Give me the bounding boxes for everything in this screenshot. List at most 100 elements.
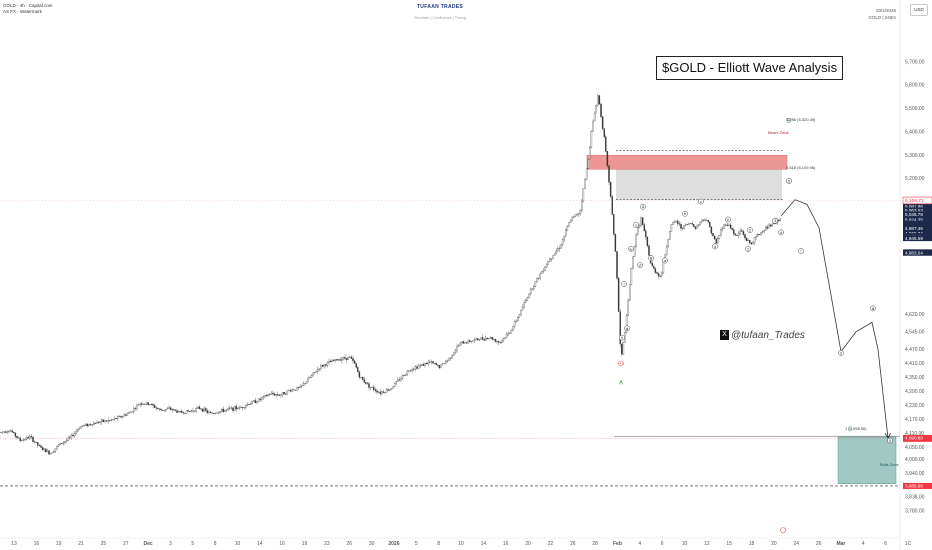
candle (104, 419, 106, 424)
candle-body (729, 224, 732, 229)
candle (566, 224, 569, 232)
candle (760, 231, 762, 236)
candle (19, 436, 21, 443)
candle-body (104, 420, 106, 422)
candle (387, 387, 389, 392)
candle-body (328, 361, 330, 363)
currency-button[interactable]: USD (910, 4, 928, 16)
candle (456, 343, 458, 353)
candle-body (720, 229, 722, 236)
candle (185, 410, 188, 414)
candle-body (259, 398, 261, 400)
candle (441, 362, 444, 366)
wave-label-text: iv (630, 247, 633, 251)
wave-label: 5 (786, 178, 792, 184)
x-axis[interactable]: 13 16 19 21 25 27 Dec 3 5 8 10 14 16 19 23 26 30 2026 5 8 10… (0, 527, 912, 548)
candle (155, 406, 157, 411)
candle (85, 422, 87, 426)
candle (513, 319, 516, 329)
y-tick-label: 3,780.00 (905, 508, 925, 514)
wave-label-text: 4 (780, 231, 782, 235)
candle (750, 242, 753, 245)
candle-body (411, 369, 413, 371)
candle-body (208, 411, 210, 413)
candle (542, 268, 545, 274)
candle-body (448, 357, 450, 361)
candle (337, 358, 340, 361)
candle-body (283, 392, 285, 395)
candle (381, 391, 383, 396)
candle (577, 213, 580, 218)
candle-body (201, 408, 204, 412)
symbol-name[interactable]: GOLD · 4h · Capital.com (3, 3, 53, 8)
candle (339, 357, 341, 362)
candle (665, 244, 668, 257)
candle (470, 341, 473, 344)
candle-body (315, 371, 317, 373)
candle (35, 441, 37, 444)
candle-body (88, 423, 90, 427)
candle-body (641, 217, 644, 225)
candle-body (547, 261, 549, 265)
candle (107, 417, 109, 424)
wave-label-circle (648, 255, 654, 261)
y-tick-label: 4,290.00 (905, 389, 925, 395)
candle (217, 412, 220, 415)
x-tick-label: Dec (144, 541, 153, 547)
red-price-label: 4,090.80 (903, 434, 932, 441)
candle-body (97, 421, 100, 423)
candle (417, 363, 420, 370)
candle-body (347, 356, 349, 360)
candle (304, 383, 306, 386)
candle-body (29, 436, 31, 439)
candle (374, 387, 377, 393)
candle (153, 403, 156, 409)
candle (613, 213, 615, 236)
candle (718, 235, 721, 240)
candle (545, 263, 548, 269)
candle (488, 337, 490, 341)
candle-body (309, 377, 311, 379)
candle (158, 408, 161, 412)
candle-body (225, 409, 228, 411)
wave-label-text: A (642, 205, 645, 209)
candle (403, 374, 405, 376)
candle (169, 405, 172, 411)
candle-body (385, 389, 388, 393)
red-price-text: 4,090.80 (905, 436, 923, 441)
candle (297, 386, 300, 390)
candle (597, 93, 599, 108)
low-marker-text: 4,410 (618, 362, 625, 366)
candle (733, 227, 735, 237)
symbol-info[interactable]: GOLD · 4h · Capital.com AS FX · Watermar… (3, 3, 53, 15)
x-tick-label: 20 (525, 541, 531, 547)
candle (657, 271, 660, 279)
candle-body (486, 337, 489, 339)
candle-body (113, 417, 116, 420)
candle-body (414, 366, 417, 370)
candle (528, 293, 530, 299)
candle-body (622, 342, 625, 355)
candle (347, 356, 349, 360)
candle (669, 230, 671, 240)
candle-body (19, 437, 21, 441)
candle (49, 452, 52, 455)
candle-body (613, 214, 615, 235)
x-tick-label: 10 (235, 541, 241, 547)
candle-body (344, 357, 346, 359)
wave-label: ii (619, 334, 625, 341)
y-tick-label: 3,940.00 (905, 471, 925, 477)
candle (368, 381, 370, 391)
candle (533, 284, 535, 291)
candle-body (469, 340, 471, 343)
wave-label-text: i (801, 250, 802, 254)
wave-label-circle (621, 281, 627, 287)
candle-body (520, 309, 522, 316)
candle (225, 408, 228, 413)
candle-body (67, 437, 69, 441)
candle (457, 344, 460, 347)
price-label-text: 4,945.59 (905, 236, 923, 241)
candle-body (771, 223, 773, 227)
candle (683, 225, 685, 230)
